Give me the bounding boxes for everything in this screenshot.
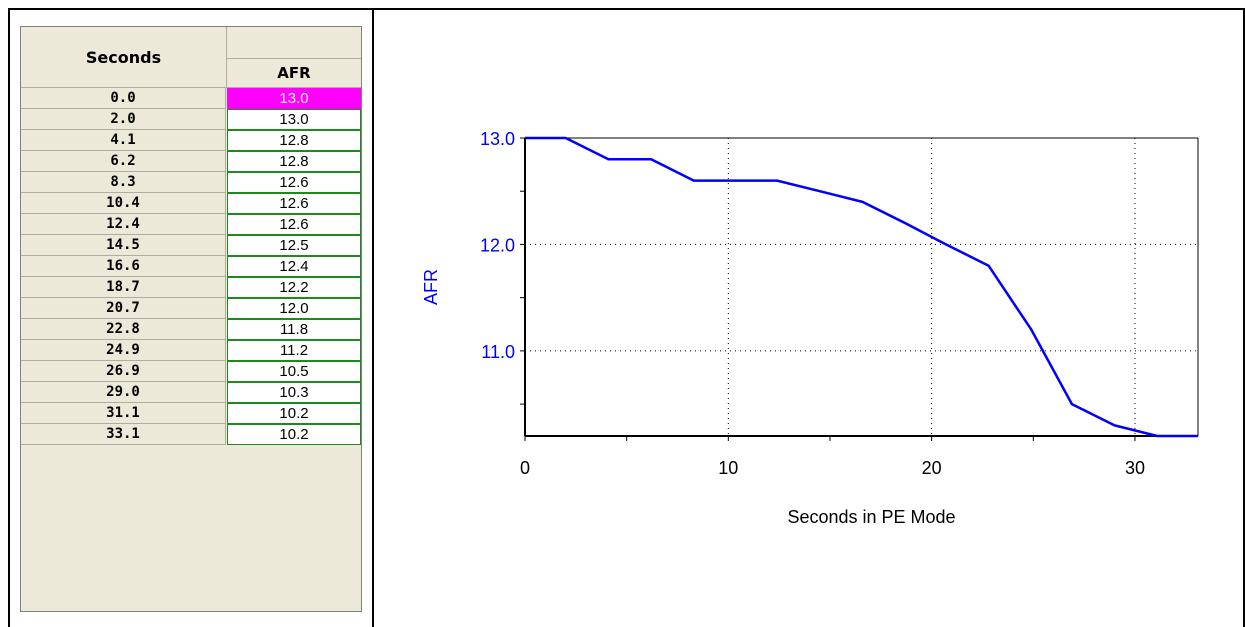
afr-cell[interactable]: 10.5 [227, 361, 361, 382]
column-header-blank [227, 27, 361, 59]
seconds-cell[interactable]: 24.9 [21, 340, 226, 361]
afr-cell[interactable]: 10.2 [227, 403, 361, 424]
y-tick-label: 11.0 [481, 342, 515, 362]
frame-top-border [8, 8, 1245, 10]
seconds-cell[interactable]: 26.9 [21, 361, 226, 382]
frame-right-border [1243, 8, 1245, 627]
seconds-cell[interactable]: 10.4 [21, 193, 226, 214]
table-row: 26.9 10.5 [21, 361, 361, 382]
afr-cell[interactable]: 11.2 [227, 340, 361, 361]
seconds-cell[interactable]: 20.7 [21, 298, 226, 319]
afr-chart: 13.0 12.0 11.0 0 10 20 30 Seconds in PE Mode AFR [380, 20, 1240, 620]
frame-left-border [8, 8, 10, 627]
afr-series-line [525, 136, 1198, 438]
table-row: 24.9 11.2 [21, 340, 361, 361]
table-row: 10.4 12.6 [21, 193, 361, 214]
x-tick-label: 0 [520, 458, 530, 478]
table-row: 8.3 12.6 [21, 172, 361, 193]
seconds-cell[interactable]: 18.7 [21, 277, 226, 298]
x-tick-label: 10 [718, 458, 738, 478]
table-row: 4.1 12.8 [21, 130, 361, 151]
afr-cell[interactable]: 10.2 [227, 424, 361, 445]
afr-cell[interactable]: 12.6 [227, 214, 361, 235]
afr-cell[interactable]: 12.8 [227, 151, 361, 172]
afr-cell[interactable]: 12.6 [227, 172, 361, 193]
frame-divider [372, 8, 374, 627]
afr-cell[interactable]: 12.0 [227, 298, 361, 319]
y-tick-label: 13.0 [480, 129, 515, 149]
afr-column-header[interactable]: AFR [227, 59, 361, 88]
table-row: 6.2 12.8 [21, 151, 361, 172]
x-tick-label: 30 [1125, 458, 1145, 478]
afr-line-chart: 13.0 12.0 11.0 0 10 20 30 Seconds in PE Mode AFR [421, 129, 1199, 527]
table-row: 33.1 10.2 [21, 424, 361, 445]
afr-cell[interactable]: 11.8 [227, 319, 361, 340]
seconds-cell[interactable]: 12.4 [21, 214, 226, 235]
seconds-cell[interactable]: 4.1 [21, 130, 226, 151]
afr-cell[interactable]: 12.5 [227, 235, 361, 256]
afr-cell[interactable]: 10.3 [227, 382, 361, 403]
table-row: 22.8 11.8 [21, 319, 361, 340]
seconds-column-header[interactable]: Seconds [21, 27, 227, 88]
afr-cell[interactable]: 13.0 [227, 109, 361, 130]
seconds-cell[interactable]: 2.0 [21, 109, 226, 130]
table-row: 16.6 12.4 [21, 256, 361, 277]
seconds-cell[interactable]: 29.0 [21, 382, 226, 403]
seconds-cell[interactable]: 22.8 [21, 319, 226, 340]
table-row: 20.7 12.0 [21, 298, 361, 319]
y-axis-label: AFR [421, 269, 441, 305]
table-row: 14.5 12.5 [21, 235, 361, 256]
afr-table: Seconds AFR 0.0 13.0 2.0 13.0 4.1 12.8 6.2 12.8… [20, 26, 362, 612]
afr-cell[interactable]: 12.4 [227, 256, 361, 277]
x-axis-label: Seconds in PE Mode [787, 507, 955, 527]
table-row: 31.1 10.2 [21, 403, 361, 424]
table-row: 18.7 12.2 [21, 277, 361, 298]
table-row: 0.0 13.0 [21, 88, 361, 109]
afr-cell[interactable]: 12.8 [227, 130, 361, 151]
seconds-cell[interactable]: 6.2 [21, 151, 226, 172]
seconds-cell[interactable]: 33.1 [21, 424, 226, 445]
afr-cell[interactable]: 12.6 [227, 193, 361, 214]
seconds-cell[interactable]: 16.6 [21, 256, 226, 277]
x-tick-label: 20 [922, 458, 942, 478]
table-row: 29.0 10.3 [21, 382, 361, 403]
afr-cell-selected[interactable]: 13.0 [227, 88, 361, 109]
seconds-cell[interactable]: 0.0 [21, 88, 226, 109]
seconds-cell[interactable]: 8.3 [21, 172, 226, 193]
table-row: 2.0 13.0 [21, 109, 361, 130]
seconds-cell[interactable]: 14.5 [21, 235, 226, 256]
afr-cell[interactable]: 12.2 [227, 277, 361, 298]
y-tick-label: 12.0 [480, 235, 515, 255]
table-row: 12.4 12.6 [21, 214, 361, 235]
seconds-cell[interactable]: 31.1 [21, 403, 226, 424]
